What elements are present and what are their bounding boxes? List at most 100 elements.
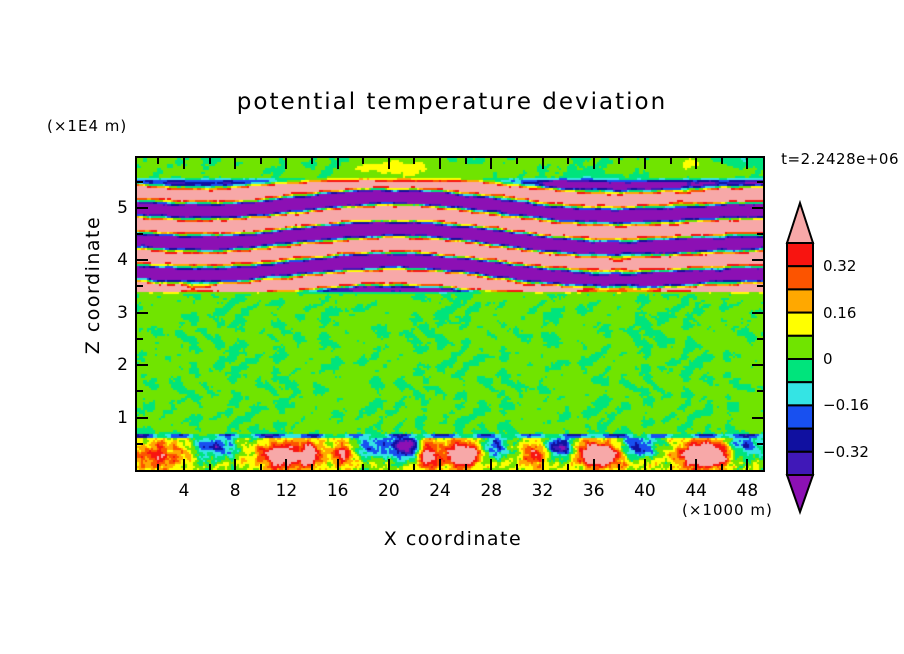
x-tick-label: 12 — [275, 481, 298, 501]
x-tick — [618, 464, 620, 470]
colorbar-tick-label: −0.32 — [823, 442, 869, 461]
z-tick — [752, 207, 763, 209]
x-tick — [388, 459, 390, 470]
z-axis-title: Z coordinate — [82, 215, 104, 355]
colorbar-under-arrow — [785, 474, 815, 516]
x-tick — [593, 459, 595, 470]
x-tick-label: 24 — [429, 481, 451, 501]
x-tick — [362, 158, 364, 164]
x-tick — [465, 158, 467, 164]
x-tick — [516, 464, 518, 470]
x-tick — [465, 464, 467, 470]
x-tick — [670, 158, 672, 164]
x-tick-label: 48 — [736, 481, 759, 501]
z-tick — [752, 312, 763, 314]
colorbar-block — [786, 450, 814, 477]
colorbar-block — [786, 311, 814, 337]
x-tick — [234, 158, 236, 169]
z-tick-label: 5 — [117, 197, 128, 218]
z-tick — [752, 364, 763, 366]
z-tick — [757, 233, 763, 235]
x-tick — [439, 459, 441, 470]
z-axis-unit-label: (×1E4 m) — [47, 117, 128, 135]
z-tick — [137, 207, 148, 209]
x-tick — [362, 464, 364, 470]
x-tick — [746, 158, 748, 169]
z-tick-label: 4 — [117, 250, 128, 271]
x-tick — [157, 158, 159, 164]
contour-field-canvas — [137, 158, 763, 470]
z-tick — [137, 443, 143, 445]
x-tick — [285, 158, 287, 169]
x-tick — [234, 459, 236, 470]
colorbar-tick-label: 0 — [823, 350, 833, 368]
z-tick — [137, 364, 148, 366]
x-tick — [413, 158, 415, 164]
x-tick — [311, 464, 313, 470]
x-tick — [157, 464, 159, 470]
z-tick — [757, 285, 763, 287]
colorbar-block — [786, 358, 814, 384]
z-tick-label: 2 — [117, 355, 128, 376]
x-tick — [695, 459, 697, 470]
x-axis-title: X coordinate — [383, 528, 523, 550]
x-tick — [746, 459, 748, 470]
colorbar-tick-label: 0.32 — [823, 257, 857, 276]
z-tick — [752, 417, 763, 419]
x-tick — [285, 459, 287, 470]
x-tick — [644, 459, 646, 470]
x-tick — [337, 158, 339, 169]
z-tick — [752, 259, 763, 261]
x-tick — [567, 158, 569, 164]
time-label: t=2.2428e+06 — [781, 150, 899, 168]
z-tick — [757, 443, 763, 445]
x-tick — [593, 158, 595, 169]
colorbar-block — [786, 334, 814, 361]
x-axis-unit-label: (×1000 m) — [682, 501, 773, 519]
x-tick-label: 28 — [480, 481, 503, 501]
z-tick — [137, 181, 143, 183]
x-tick — [695, 158, 697, 169]
z-tick — [137, 285, 143, 287]
x-tick — [439, 158, 441, 169]
x-tick — [542, 459, 544, 470]
colorbar-block — [786, 381, 814, 407]
x-tick-label: 32 — [531, 481, 554, 501]
x-tick — [311, 158, 313, 164]
x-tick — [209, 158, 211, 164]
x-tick — [183, 459, 185, 470]
x-tick — [183, 158, 185, 169]
x-tick-label: 36 — [582, 481, 605, 501]
x-tick — [721, 464, 723, 470]
colorbar-block — [786, 288, 814, 314]
x-tick — [490, 459, 492, 470]
z-tick — [757, 390, 763, 392]
x-tick — [670, 464, 672, 470]
colorbar-tick-label: −0.16 — [823, 396, 869, 415]
colorbar-block — [786, 427, 814, 453]
z-tick — [137, 338, 143, 340]
x-tick — [721, 158, 723, 164]
x-tick — [260, 464, 262, 470]
x-tick-label: 8 — [229, 481, 241, 501]
z-tick-label: 1 — [117, 407, 128, 428]
x-tick — [618, 158, 620, 164]
z-tick — [137, 312, 148, 314]
plot-area — [135, 156, 765, 472]
z-tick — [757, 338, 763, 340]
x-tick — [260, 158, 262, 164]
colorbar-over-arrow — [785, 200, 815, 244]
x-tick — [516, 158, 518, 164]
x-tick-label: 4 — [178, 481, 190, 501]
z-tick — [137, 390, 143, 392]
z-tick — [757, 181, 763, 183]
z-tick — [137, 259, 148, 261]
colorbar-block — [786, 265, 814, 291]
x-tick-label: 16 — [326, 481, 349, 501]
x-tick — [644, 158, 646, 169]
colorbar-block — [786, 404, 814, 430]
x-tick — [388, 158, 390, 169]
x-tick-label: 20 — [378, 481, 400, 501]
plot-title: potential temperature deviation — [236, 89, 668, 115]
